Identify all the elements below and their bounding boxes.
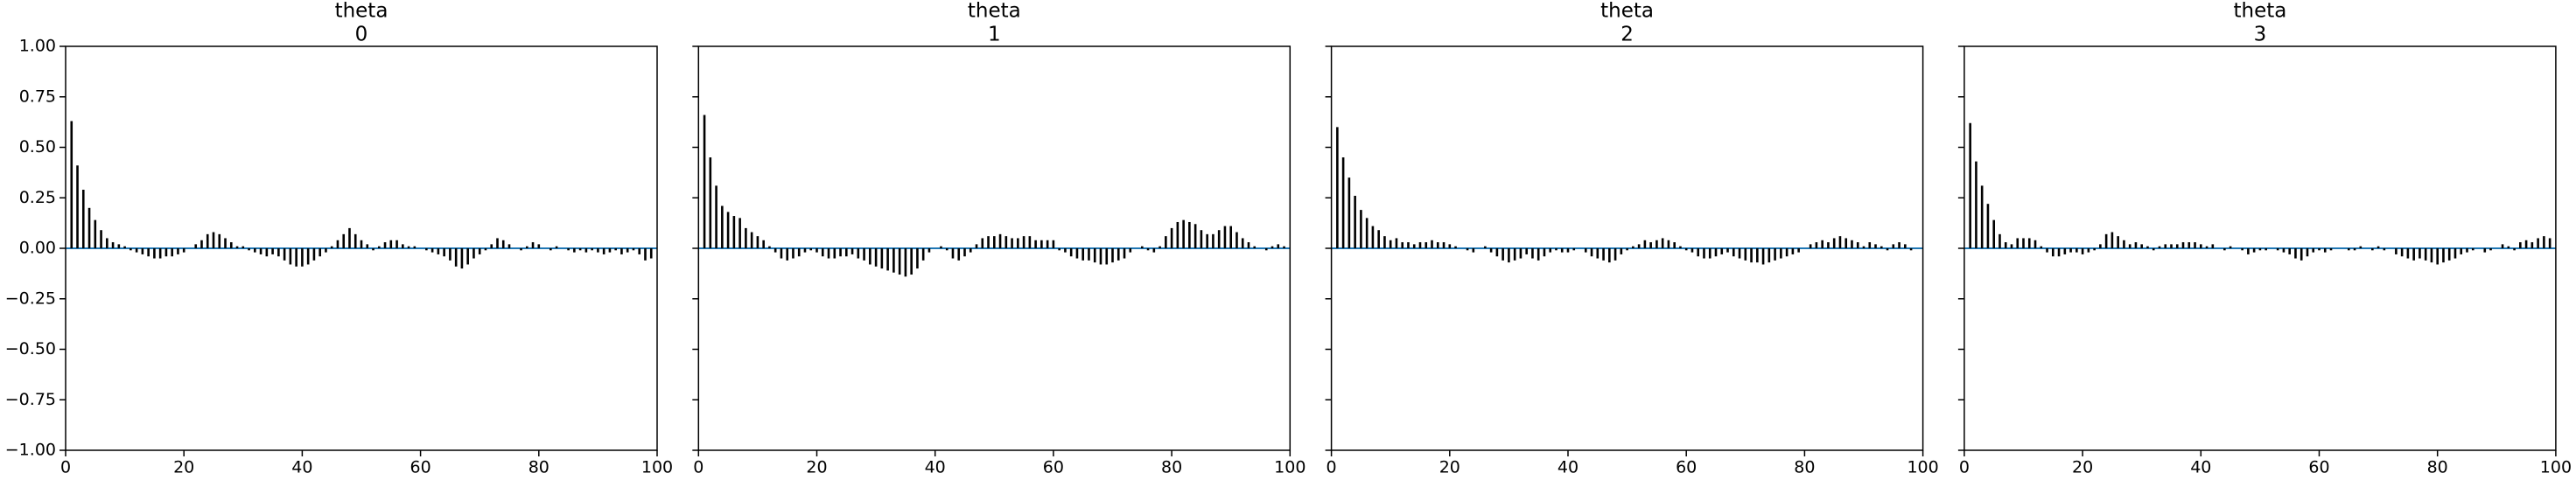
y-tick-label: −0.25 (5, 289, 56, 308)
x-tick-label: 60 (2308, 458, 2329, 477)
y-tick-label: 0.50 (19, 137, 56, 157)
panel-title: theta (1600, 0, 1654, 23)
x-tick-label: 40 (2190, 458, 2211, 477)
x-tick-label: 80 (1794, 458, 1815, 477)
y-tick-label: 1.00 (19, 37, 56, 56)
x-tick-label: 100 (1274, 458, 1306, 477)
panel-subtitle: 3 (2254, 24, 2267, 46)
panel-subtitle: 1 (988, 24, 1001, 46)
x-tick-label: 20 (806, 458, 827, 477)
y-tick-label: 0.25 (19, 188, 56, 207)
x-tick-label: 100 (1907, 458, 1938, 477)
plot-frame (697, 45, 1292, 451)
x-tick-label: 20 (1439, 458, 1460, 477)
x-tick-label: 80 (2427, 458, 2448, 477)
x-tick-label: 40 (925, 458, 946, 477)
x-tick-label: 0 (693, 458, 704, 477)
y-tick-label: −1.00 (5, 441, 56, 460)
x-tick-label: 0 (60, 458, 71, 477)
x-tick-label: 60 (410, 458, 431, 477)
x-tick-label: 40 (1558, 458, 1578, 477)
plot-frame (1964, 45, 2557, 451)
x-tick-label: 20 (173, 458, 194, 477)
panel-subtitle: 2 (1620, 24, 1634, 46)
y-tick-label: 0.00 (19, 239, 56, 258)
panel-title: theta (2233, 0, 2286, 23)
x-tick-label: 60 (1676, 458, 1697, 477)
panel-subtitle: 0 (355, 24, 368, 46)
x-tick-label: 20 (2072, 458, 2093, 477)
x-tick-label: 40 (291, 458, 312, 477)
x-tick-label: 100 (2540, 458, 2572, 477)
y-tick-label: −0.50 (5, 339, 56, 358)
x-tick-label: 60 (1043, 458, 1064, 477)
y-tick-label: −0.75 (5, 390, 56, 409)
x-tick-label: 80 (528, 458, 550, 477)
x-tick-label: 80 (1161, 458, 1182, 477)
panel-title: theta (968, 0, 1021, 23)
y-tick-label: 0.75 (19, 87, 56, 106)
x-tick-label: 100 (641, 458, 673, 477)
x-tick-label: 0 (1326, 458, 1337, 477)
panel-title: theta (335, 0, 388, 23)
plot-frame (65, 45, 658, 451)
plot-frame (1330, 45, 1924, 451)
x-tick-label: 0 (1959, 458, 1970, 477)
